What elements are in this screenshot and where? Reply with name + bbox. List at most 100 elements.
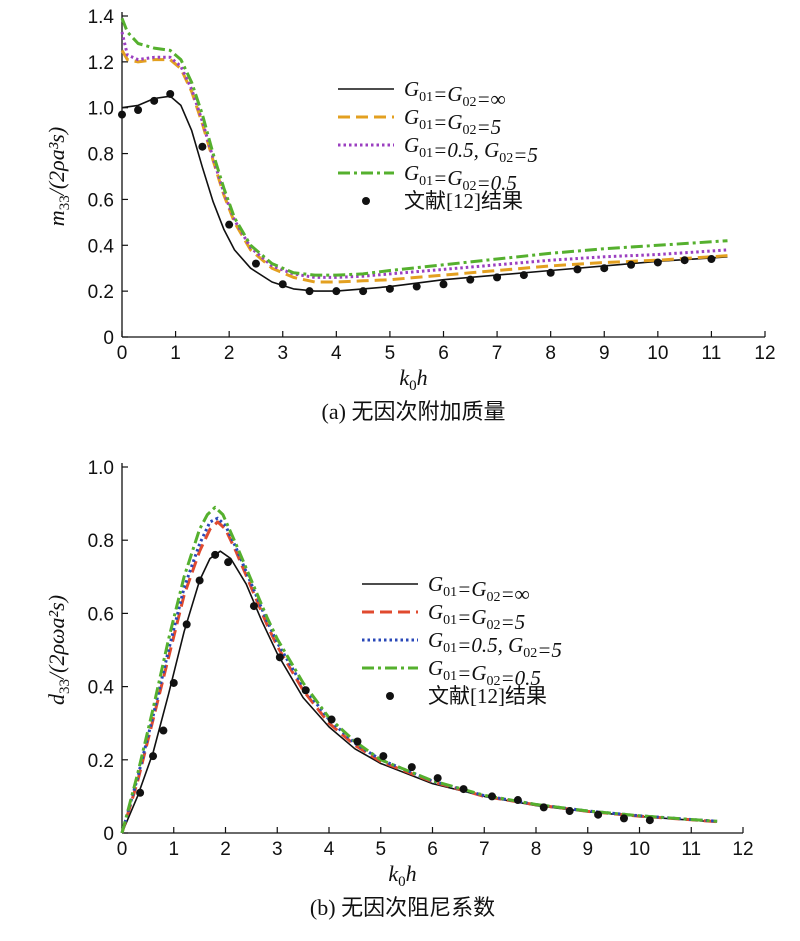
reference-data-point	[118, 110, 126, 119]
figure-caption: (a) 无因次附加质量	[322, 399, 506, 424]
x-tick-label: 4	[331, 343, 342, 364]
chart-b-damping: 0 1 2 3 4 5 6 7 8 9 10 11 12 0 0.2 0.4 0.6 0.8 1.0 k0h d33/(…	[0, 455, 800, 941]
y-tick-label: 0.8	[88, 531, 114, 552]
legend-marker	[362, 197, 370, 205]
x-tick-label: 1	[170, 343, 181, 364]
x-tick-label: 9	[582, 839, 593, 860]
x-tick-label: 4	[324, 839, 335, 860]
reference-data-point	[645, 816, 654, 825]
reference-data-point	[439, 280, 448, 289]
legend-label: G01=G02=∞	[428, 572, 530, 606]
y-tick-label: 0	[103, 824, 114, 845]
x-tick-label: 0	[117, 343, 128, 364]
reference-data-point	[539, 803, 548, 812]
chart-a-svg: 0 1 2 3 4 5 6 7 8 9 10 11 1200.20.40.60.81.01.21.4k0…	[44, 7, 776, 424]
legend-label: G01=G02=0.5	[428, 656, 541, 690]
x-tick-label: 10	[647, 343, 668, 364]
x-tick-label: 9	[599, 343, 610, 364]
reference-data-point	[519, 271, 528, 280]
reference-data-point	[225, 220, 234, 229]
reference-data-point	[433, 774, 442, 783]
reference-data-point	[379, 752, 388, 761]
reference-data-point	[627, 260, 636, 269]
x-tick-label: 11	[702, 343, 722, 364]
chart-b-svg: 0 1 2 3 4 5 6 7 8 9 10 11 1200.20.40.60.81.0k0hd33/(…	[44, 458, 754, 920]
reference-data-point	[513, 796, 522, 805]
reference-data-point	[251, 259, 260, 268]
x-tick-label: 8	[545, 343, 556, 364]
y-tick-label: 0.4	[88, 236, 115, 257]
reference-data-point	[134, 106, 143, 115]
x-tick-label: 3	[272, 839, 283, 860]
legend-label: G01=G02=0.5	[404, 161, 517, 195]
reference-data-point	[619, 814, 628, 823]
series-line	[121, 550, 718, 834]
series-line	[120, 17, 728, 277]
series-line	[120, 49, 728, 284]
reference-data-point	[600, 264, 609, 273]
y-tick-label: 1.4	[88, 7, 115, 28]
y-tick-label: 0.2	[88, 751, 114, 772]
y-tick-label: 0.6	[88, 190, 114, 211]
reference-data-point	[278, 280, 287, 289]
series-line	[120, 516, 718, 834]
reference-data-point	[249, 602, 258, 611]
legend-label: G01=G02=5	[428, 600, 525, 634]
reference-data-point	[459, 785, 468, 794]
series-line	[120, 505, 718, 834]
reference-data-point	[332, 287, 341, 296]
x-tick-label: 8	[531, 839, 542, 860]
reference-data-point	[301, 686, 310, 695]
reference-data-point	[150, 96, 159, 105]
reference-data-point	[565, 807, 574, 816]
reference-data-point	[488, 792, 497, 801]
reference-data-point	[546, 268, 555, 277]
legend-marker	[386, 692, 394, 700]
y-tick-label: 1.2	[88, 53, 114, 74]
reference-data-point	[573, 265, 582, 274]
x-tick-label: 5	[375, 839, 386, 860]
reference-data-point	[412, 282, 421, 291]
y-tick-label: 0.6	[88, 604, 114, 625]
x-tick-label: 10	[629, 839, 650, 860]
reference-data-point	[198, 142, 207, 151]
x-tick-label: 3	[277, 343, 288, 364]
x-tick-label: 2	[220, 839, 231, 860]
x-axis-title: k0h	[388, 861, 416, 890]
reference-data-point	[149, 752, 158, 761]
reference-data-point	[275, 653, 284, 662]
y-tick-label: 1.0	[88, 458, 114, 479]
reference-data-point	[359, 287, 368, 296]
y-axis-title: m33/(2ρa³s)	[44, 127, 73, 226]
legend-label: G01=0.5, G02=5	[404, 133, 538, 167]
legend-label: 文献[12]结果	[428, 684, 547, 708]
x-tick-label: 0	[117, 839, 128, 860]
x-tick-label: 5	[385, 343, 396, 364]
reference-data-point	[353, 737, 362, 746]
reference-data-point	[707, 255, 716, 264]
y-tick-label: 0.8	[88, 145, 114, 166]
reference-data-point	[327, 715, 336, 724]
chart-a-added-mass: 0 1 2 3 4 5 6 7 8 9 10 11 12 0 0.2 0.4 0.6 0.8 1.0 1.2 1.4 k0…	[0, 0, 800, 455]
y-tick-label: 0	[103, 328, 114, 349]
x-tick-label: 7	[479, 839, 490, 860]
series-line	[120, 31, 728, 279]
legend-label: G01=G02=∞	[404, 77, 506, 111]
reference-data-point	[159, 726, 168, 735]
reference-data-point	[195, 576, 204, 585]
x-tick-label: 11	[681, 839, 701, 860]
reference-data-point	[211, 550, 220, 559]
x-tick-label: 1	[168, 839, 179, 860]
x-tick-label: 6	[427, 839, 438, 860]
reference-data-point	[407, 763, 416, 772]
x-tick-label: 12	[754, 343, 775, 364]
reference-data-point	[182, 620, 191, 629]
x-axis-title: k0h	[399, 365, 427, 394]
x-tick-label: 12	[732, 839, 753, 860]
reference-data-point	[166, 89, 175, 98]
reference-data-point	[169, 678, 178, 687]
y-tick-label: 0.4	[88, 678, 115, 699]
figure-caption: (b) 无因次阻尼系数	[310, 895, 495, 920]
y-axis-title: d33/(2ρωa²s)	[44, 595, 73, 705]
reference-data-point	[136, 788, 145, 797]
